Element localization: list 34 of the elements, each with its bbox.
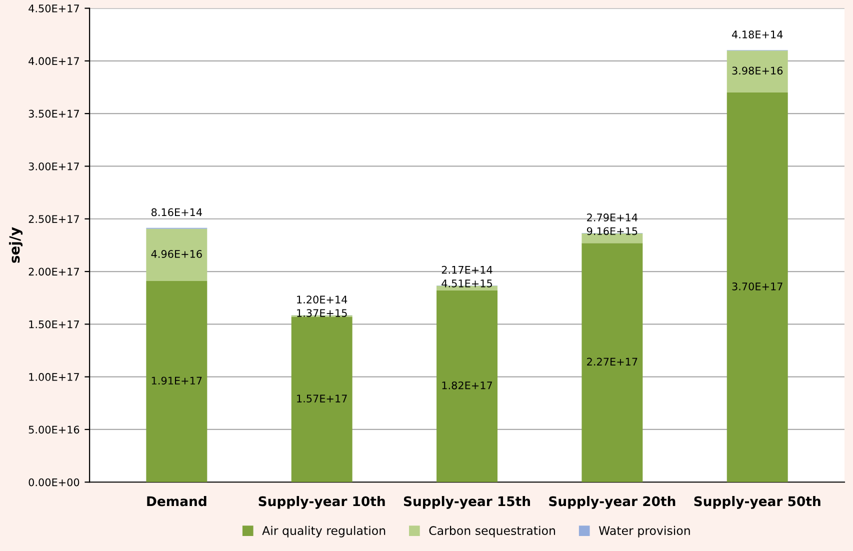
data-label: 4.51E+15 xyxy=(442,280,492,288)
data-label: 4.18E+14 xyxy=(732,30,783,38)
x-tick-label: Supply-year 50th xyxy=(694,496,820,509)
y-tick-label: 5.00E+16 xyxy=(28,426,80,434)
y-axis-title: sej/y xyxy=(8,227,23,263)
legend-label: Water provision xyxy=(598,526,690,538)
legend-label: Carbon sequestration xyxy=(429,526,556,538)
x-tick-label: Supply-year 10th xyxy=(258,496,385,509)
data-label: 1.57E+17 xyxy=(297,394,347,402)
data-label: 4.96E+16 xyxy=(151,250,202,258)
y-tick-label: 0.00E+00 xyxy=(28,478,80,486)
data-label: 1.20E+14 xyxy=(297,296,348,304)
legend-label: Air quality regulation xyxy=(262,526,386,538)
y-tick-label: 1.00E+17 xyxy=(29,373,79,381)
y-tick-label: 4.50E+17 xyxy=(28,4,79,12)
y-tick-label: 2.00E+17 xyxy=(28,268,79,276)
y-tick-label: 1.50E+17 xyxy=(29,320,79,328)
x-tick-label: Demand xyxy=(147,496,206,506)
x-tick-label: Supply-year 15th xyxy=(404,496,530,509)
y-tick-label: 3.00E+17 xyxy=(28,162,79,170)
data-label: 2.79E+14 xyxy=(587,214,638,222)
data-label: 1.82E+17 xyxy=(442,381,492,390)
y-tick-label: 3.50E+17 xyxy=(28,110,79,118)
data-label: 2.27E+17 xyxy=(587,358,638,366)
x-tick-label: Supply-year 20th xyxy=(549,496,676,509)
y-tick-label: 4.00E+17 xyxy=(28,57,79,66)
data-label: 2.17E+14 xyxy=(442,266,492,274)
data-label: 1.37E+15 xyxy=(297,309,347,317)
y-tick-label: 2.50E+17 xyxy=(28,215,79,223)
data-label: 1.91E+17 xyxy=(152,376,202,385)
data-label: 3.70E+17 xyxy=(732,282,782,290)
data-label: 3.98E+16 xyxy=(732,66,783,75)
data-label: 9.16E+15 xyxy=(586,227,638,236)
data-label: 8.16E+14 xyxy=(151,208,202,216)
